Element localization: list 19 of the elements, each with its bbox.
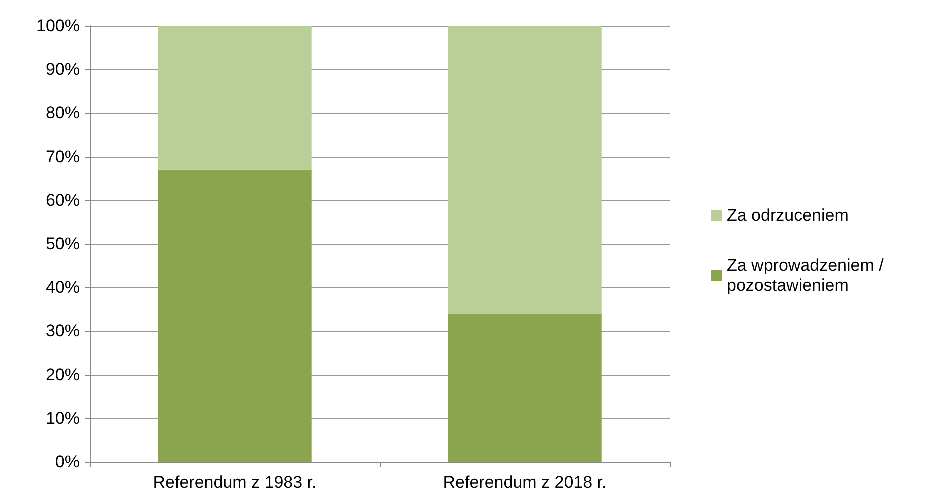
legend-label: Za wprowadzeniem /pozostawieniem (727, 256, 884, 295)
bar (158, 170, 312, 462)
y-tick-label: 100% (36, 16, 80, 36)
y-tick-label: 30% (46, 322, 80, 341)
y-tick-label: 60% (46, 190, 80, 210)
y-tick-label: 80% (46, 104, 80, 123)
y-tick-label: 70% (46, 147, 80, 166)
y-tick-label: 0% (55, 452, 80, 472)
legend-label: Za odrzuceniem (727, 206, 849, 225)
x-tick-label: Referendum z 1983 r. (153, 473, 317, 492)
bar (448, 26, 602, 314)
y-tick-label: 10% (46, 408, 80, 428)
y-tick-label: 50% (46, 234, 80, 254)
bar (448, 314, 602, 462)
bar (158, 26, 312, 170)
y-tick-label: 40% (46, 278, 80, 298)
x-tick-label: Referendum z 2018 r. (443, 473, 607, 492)
y-tick-label: 90% (46, 60, 80, 80)
y-tick-label: 20% (46, 365, 80, 384)
